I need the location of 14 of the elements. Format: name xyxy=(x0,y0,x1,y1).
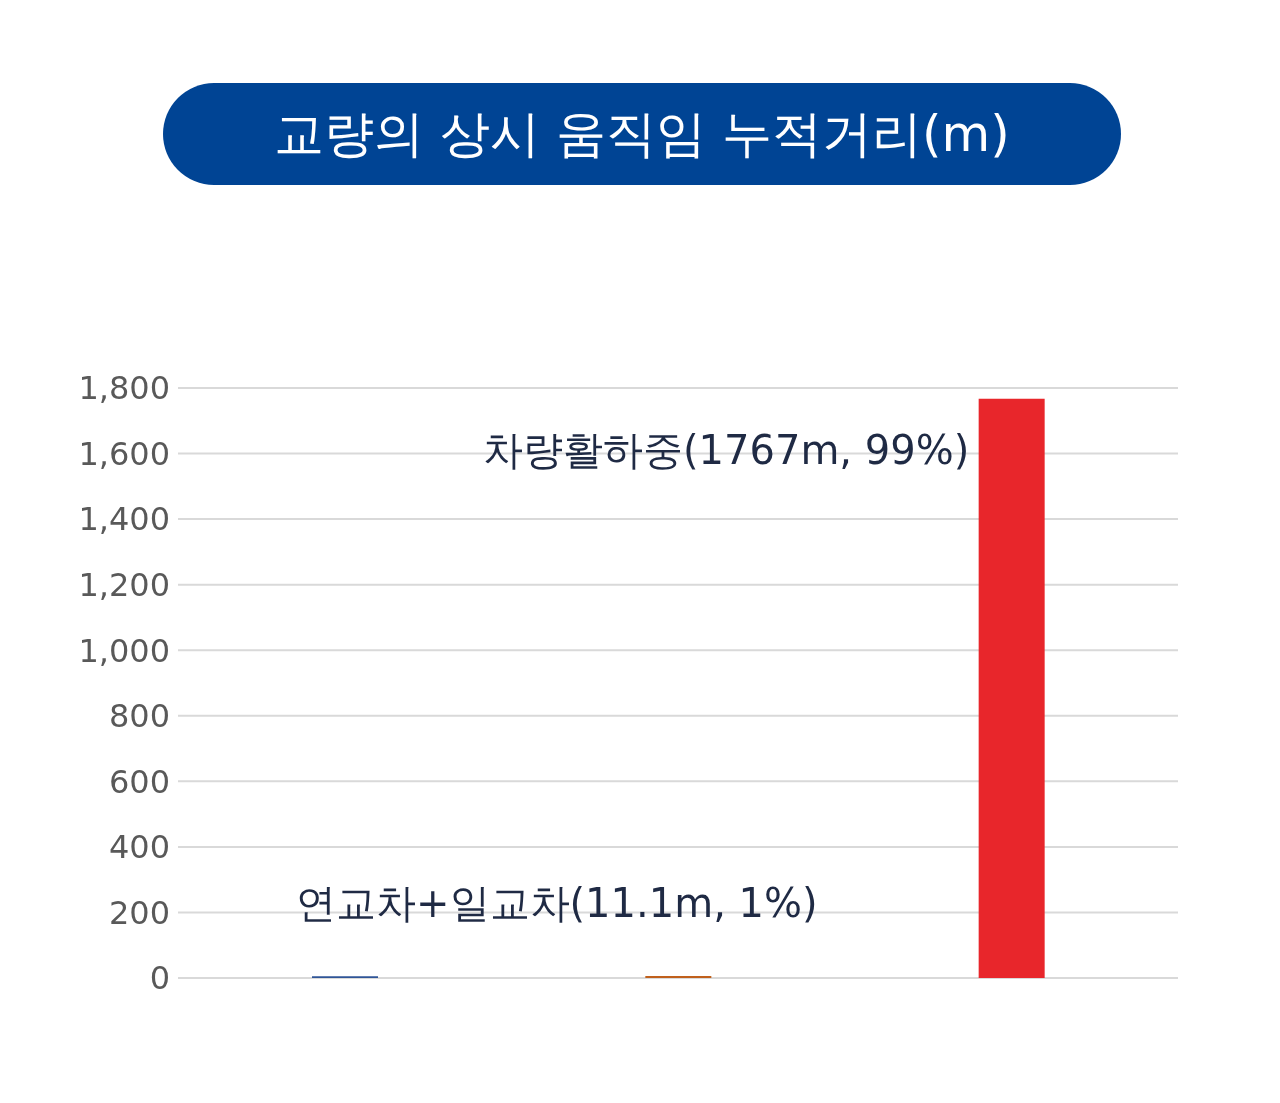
y-tick-label: 1,000 xyxy=(78,631,170,670)
chart-title: 교량의 상시 움직임 누적거리(m) xyxy=(163,83,1121,185)
y-tick-label: 1,400 xyxy=(78,500,170,539)
y-tick-label: 1,200 xyxy=(78,566,170,605)
y-tick-label: 1,600 xyxy=(78,434,170,473)
y-tick-label: 1,800 xyxy=(78,369,170,408)
y-tick-label: 800 xyxy=(108,697,170,736)
annotation: 차량활하중(1767m, 99%) xyxy=(483,426,970,475)
y-tick-label: 400 xyxy=(108,828,170,867)
y-tick-label: 600 xyxy=(108,762,170,801)
y-tick-label: 0 xyxy=(149,959,170,998)
bar xyxy=(978,398,1045,978)
annotation: 연교차+일교차(11.1m, 1%) xyxy=(296,879,818,928)
y-tick-label: 200 xyxy=(108,893,170,932)
